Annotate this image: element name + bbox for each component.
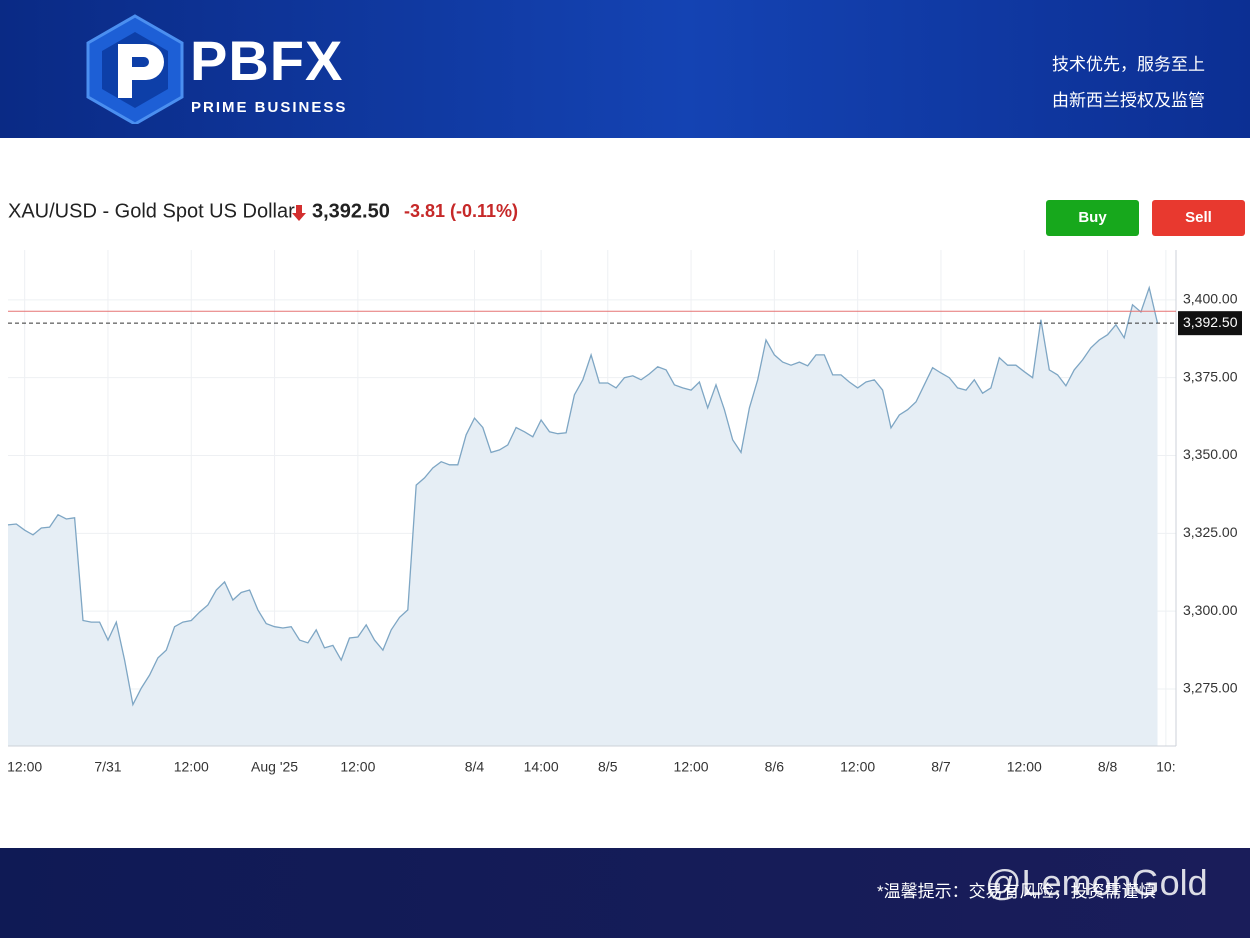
x-tick-label: 8/8 <box>1098 759 1118 775</box>
footer <box>0 848 1250 938</box>
price-tag-label: 3,392.50 <box>1183 314 1238 330</box>
down-arrow <box>292 205 306 221</box>
x-tick-label: 14:00 <box>524 759 559 775</box>
price-tag <box>1178 311 1242 336</box>
x-tick-label: 8/6 <box>765 759 785 775</box>
x-tick-label: 12:00 <box>674 759 709 775</box>
price-change: -3.81 (-0.11%) <box>404 201 518 221</box>
x-tick-label: 10: <box>1156 759 1175 775</box>
y-tick-label: 3,275.00 <box>1183 680 1238 696</box>
footer-note: *温馨提示：交易有风险，投资需谨慎 <box>877 882 1156 901</box>
x-tick-label: 8/4 <box>465 759 485 775</box>
x-tick-label: 7/31 <box>94 759 121 775</box>
watermark: @LemonGold <box>985 862 1208 903</box>
y-tick-label: 3,375.00 <box>1183 368 1238 384</box>
brand-sub: PRIME BUSINESS <box>191 99 348 116</box>
chart: 3,275.00 3,300.00 3,325.00 3,350.00 3,375.00… <box>7 200 1242 775</box>
logo-icon <box>86 14 184 124</box>
price: 3,392.50 <box>312 200 390 222</box>
line <box>7 285 1159 707</box>
y-tick-label: 3,325.00 <box>1183 524 1238 540</box>
x-tick-label: 8/7 <box>931 759 951 775</box>
x-tick-label: Aug '25 <box>251 759 298 775</box>
sell-button[interactable]: Sell <box>1152 200 1245 236</box>
x-tick-label: 12:00 <box>340 759 375 775</box>
chart-title: XAU/USD - Gold Spot US Dollar <box>8 200 295 222</box>
brand: PBFX <box>190 29 344 92</box>
y-tick-label: 3,400.00 <box>1183 291 1238 307</box>
area <box>8 287 1158 746</box>
slogan: 由新西兰授权及监管 <box>1052 91 1205 110</box>
buy-button[interactable]: Buy <box>1046 200 1139 236</box>
x-tick-label: 12:00 <box>840 759 875 775</box>
header-banner: PBFX PRIME BUSINESS 技术优先，服务至上 由新西兰授权及监管 <box>0 0 1250 138</box>
y-tick-label: 3,350.00 <box>1183 446 1238 462</box>
x-tick-label: 12:00 <box>174 759 209 775</box>
plot: 3,275.00 3,300.00 3,325.00 3,350.00 3,375.00… <box>7 250 1242 775</box>
x-tick-label: 12:00 <box>1007 759 1042 775</box>
slogan: 技术优先，服务至上 <box>1052 55 1205 74</box>
y-tick-label: 3,300.00 <box>1183 602 1238 618</box>
x-tick-label: 12:00 <box>7 759 42 775</box>
x-tick-label: 8/5 <box>598 759 618 775</box>
